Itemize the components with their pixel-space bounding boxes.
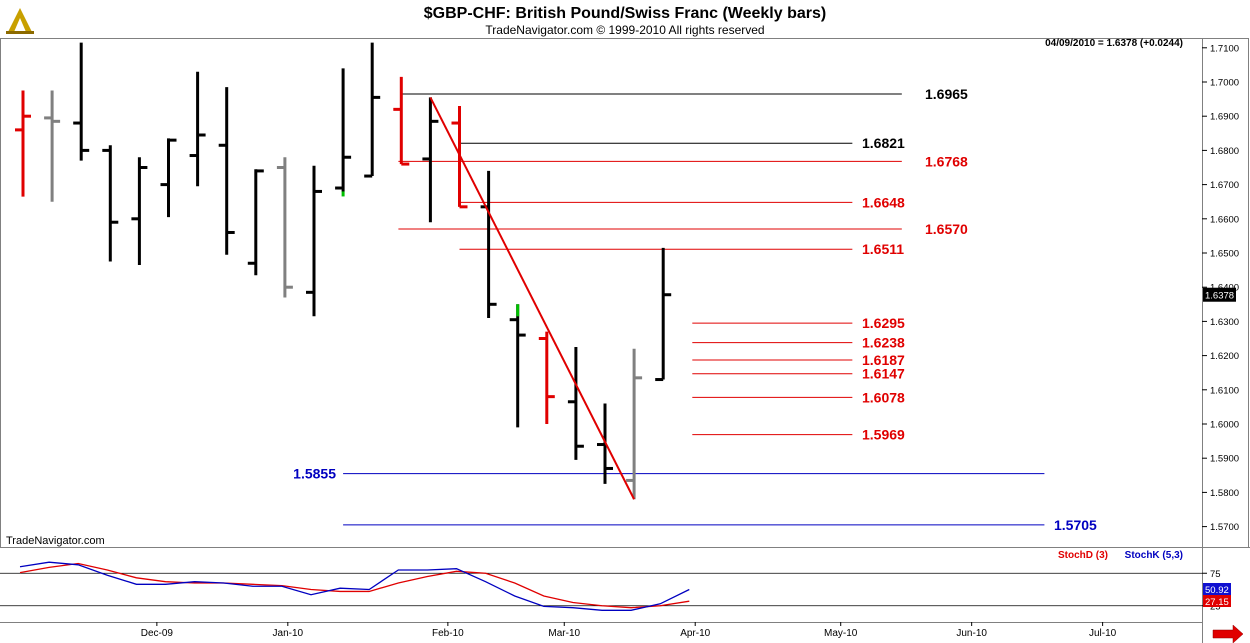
date-axis-label: Jun-10: [956, 628, 987, 639]
ohlc-bar: [306, 165, 322, 317]
price-axis-label: 1.6100: [1210, 385, 1239, 396]
ohlc-bar: [276, 157, 293, 298]
chart-title: $GBP-CHF: British Pound/Swiss Franc (Wee…: [424, 5, 826, 22]
date-axis-label: May-10: [824, 628, 858, 639]
ohlc-bars: [15, 42, 672, 500]
current-price-badge: 1.6378: [1203, 287, 1236, 302]
stoch-d-value: 27.15: [1205, 597, 1229, 608]
ohlc-bar: [247, 169, 264, 276]
level-label: 1.5969: [862, 427, 905, 443]
level-label: 1.6078: [862, 389, 905, 405]
ohlc-bar: [480, 170, 497, 318]
ohlc-bar: [538, 331, 555, 424]
date-axis-label: Mar-10: [548, 628, 580, 639]
price-axis-label: 1.7100: [1210, 43, 1239, 54]
last-quote: 04/09/2010 = 1.6378 (+0.0244): [1045, 38, 1183, 49]
ohlc-bar: [626, 348, 643, 500]
ohlc-bar: [655, 247, 672, 382]
stoch-d-badge-bg: [1203, 595, 1231, 607]
date-axis-label: Feb-10: [432, 628, 464, 639]
price-axis-label: 1.5800: [1210, 488, 1239, 499]
level-label: 1.6965: [925, 86, 968, 102]
price-axis-label: 1.6900: [1210, 112, 1239, 123]
ohlc-bar: [160, 138, 177, 218]
stoch-k-badge-bg: [1203, 583, 1231, 595]
trendline-group: [429, 96, 635, 500]
price-axis-label: 1.6200: [1210, 351, 1239, 362]
date-axis-label: Dec-09: [141, 628, 174, 639]
date-axis: Dec-09 Jan-10 Feb-10 Mar-10 Apr-10 May-10 Jun-…: [141, 622, 1117, 639]
level-label: 1.6295: [862, 315, 905, 331]
watermark: TradeNavigator.com: [6, 535, 105, 547]
price-axis-label: 1.5900: [1210, 454, 1239, 465]
date-axis-label: Jan-10: [273, 628, 304, 639]
ohlc-bar: [131, 157, 148, 265]
trendline: [429, 96, 635, 500]
level-label: 1.5855: [293, 466, 336, 482]
level-label: 1.6768: [925, 153, 968, 169]
price-axis-label: 1.6000: [1210, 420, 1239, 431]
stoch-k-value: 50.92: [1205, 585, 1229, 596]
ohlc-bar: [73, 42, 90, 161]
price-panel-frame: [0, 38, 1249, 548]
stoch-k-line: [19, 561, 690, 611]
ohlc-bar: [218, 87, 235, 255]
price-axis-label: 1.6500: [1210, 249, 1239, 260]
price-axis-label: 1.6700: [1210, 180, 1239, 191]
level-label: 1.6648: [862, 194, 905, 210]
price-axis-label: 1.7000: [1210, 78, 1239, 89]
ohlc-bar: [44, 90, 61, 202]
ohlc-bar: [189, 71, 206, 187]
ohlc-bar: [15, 90, 31, 197]
ohlc-bar: [102, 145, 119, 262]
ohlc-bar: [335, 68, 352, 197]
ohlc-bar: [509, 304, 526, 428]
ohlc-bar: [567, 347, 584, 460]
ohlc-bar: [393, 76, 410, 166]
level-label: 1.6511: [862, 241, 904, 257]
copyright-notice: TradeNavigator.com © 1999-2010 All right…: [485, 23, 764, 37]
ohlc-bar: [422, 97, 439, 223]
date-axis-label: Jul-10: [1089, 628, 1117, 639]
date-axis-label: Apr-10: [680, 628, 710, 639]
current-price-badge-bg: [1203, 287, 1236, 302]
current-price-value: 1.6378: [1205, 291, 1234, 302]
stoch-axis-label: 75: [1210, 569, 1221, 580]
level-label: 1.6187: [862, 352, 905, 368]
price-axis-label: 1.6600: [1210, 214, 1239, 225]
stoch-k-legend: StochK (5,3): [1125, 550, 1183, 561]
stoch-d-legend: StochD (3): [1058, 550, 1108, 561]
level-label: 1.6821: [862, 135, 905, 151]
level-label: 1.5705: [1054, 517, 1097, 533]
price-axis-label: 1.6800: [1210, 146, 1239, 157]
ohlc-bar: [364, 42, 381, 178]
scroll-right-arrow-icon[interactable]: [1212, 624, 1244, 643]
trade-navigator-logo-icon: [6, 8, 34, 34]
level-label: 1.6570: [925, 221, 968, 237]
level-label: 1.6238: [862, 335, 905, 351]
price-axis-label: 1.5700: [1210, 522, 1239, 533]
stoch-d-line: [19, 562, 690, 609]
level-label: 1.6147: [862, 366, 905, 382]
price-levels: 1.6965 1.6821 1.6768 1.6648 1.6570 1.6511 1.62…: [293, 86, 1097, 533]
price-axis-label: 1.6300: [1210, 317, 1239, 328]
